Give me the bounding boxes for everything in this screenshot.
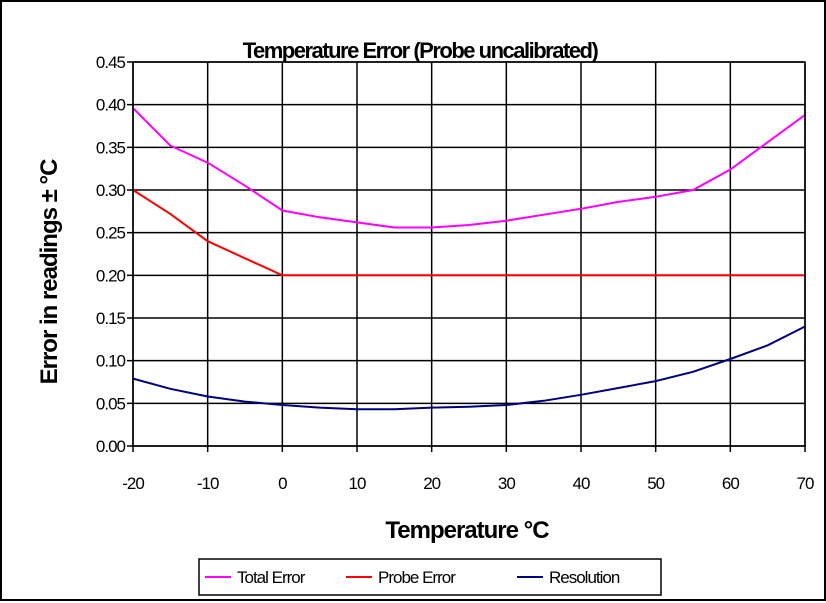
series-line-total-error	[132, 107, 806, 229]
legend-label: Total Error	[237, 568, 306, 587]
series-line-probe-error	[132, 189, 805, 277]
y-tick-label: 0.20	[96, 266, 126, 285]
y-tick-label: 0.15	[96, 309, 126, 328]
axes: 0.00 0.05 0.10 0.15 0.20 0.25 0.30 0.35 0.40 0.45…	[96, 53, 815, 493]
plot-area-border	[132, 61, 806, 447]
legend-box	[198, 558, 662, 596]
chart-title: Temperature Error (Probe uncalibrated)	[243, 38, 599, 63]
x-tick-label: 60	[722, 474, 739, 493]
y-tick-label: 0.40	[96, 96, 126, 115]
x-tick-label: 0	[278, 474, 287, 493]
legend-label: Probe Error	[378, 568, 456, 587]
x-axis-title: Temperature °C	[385, 517, 549, 544]
x-tick-label: 50	[647, 474, 664, 493]
x-tick-label: 40	[573, 474, 590, 493]
y-tick-label: 0.25	[96, 224, 126, 243]
x-tick-label: 20	[423, 474, 440, 493]
legend: Total Error Probe Error Resolution	[198, 558, 662, 596]
y-tick-label: 0.45	[96, 53, 126, 72]
x-tick-label: -20	[122, 474, 144, 493]
y-tick-label: 0.30	[96, 181, 126, 200]
legend-label: Resolution	[549, 568, 620, 587]
x-tick-label: 30	[498, 474, 515, 493]
y-axis-title: Error in readings ± °C	[36, 159, 63, 384]
y-tick-label: 0.10	[96, 352, 126, 371]
y-tick-label: 0.05	[96, 394, 126, 413]
x-tick-label: -10	[197, 474, 219, 493]
x-tick-label: 70	[797, 474, 814, 493]
x-tick-label: 10	[349, 474, 366, 493]
y-tick-label: 0.35	[96, 138, 126, 157]
y-tick-label: 0.00	[96, 437, 126, 456]
series-line-resolution	[132, 325, 806, 411]
series-lines	[132, 107, 806, 411]
